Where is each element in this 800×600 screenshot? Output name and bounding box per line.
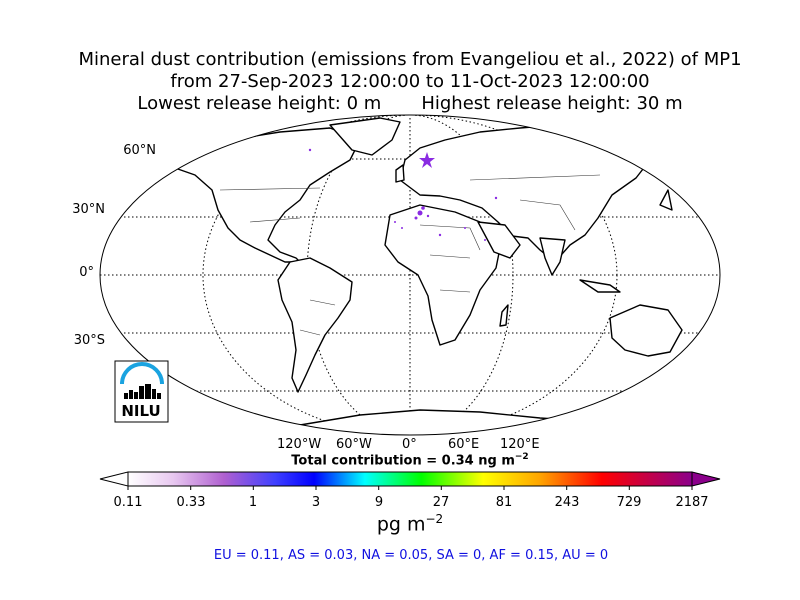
colorbar — [99, 471, 721, 490]
map-title-line-2: from 27-Sep-2023 12:00:00 to 11-Oct-2023… — [170, 71, 650, 92]
eurasia — [399, 123, 661, 263]
country-borders — [219, 174, 601, 336]
colorbar-unit: pg m−2 — [376, 512, 444, 536]
colorbar-tick: 243 — [554, 495, 580, 510]
particle-traces — [308, 148, 498, 241]
colorbar-tick: 9 — [374, 495, 384, 510]
africa — [384, 204, 501, 346]
india — [539, 237, 566, 276]
total-contribution: Total contribution = 0.34 ng m−2 — [291, 452, 529, 469]
indonesia — [579, 279, 621, 293]
australia — [609, 304, 683, 357]
lat-label-0: 0° — [79, 265, 94, 280]
lon-label-120w: 120°W — [277, 437, 322, 452]
lat-label-30n: 30°N — [72, 202, 105, 217]
great-britain — [395, 164, 405, 183]
colorbar-tick: 81 — [495, 495, 513, 510]
map-title-line-1: Mineral dust contribution (emissions fro… — [78, 49, 742, 70]
release-location-star — [419, 152, 435, 168]
regional-contributions: EU = 0.11, AS = 0.03, NA = 0.05, SA = 0,… — [213, 548, 609, 563]
colorbar-tick: 729 — [616, 495, 642, 510]
nilu-logo: NILU — [114, 360, 169, 423]
lon-label-120e: 120°E — [500, 437, 540, 452]
lon-label-60w: 60°W — [336, 437, 372, 452]
colorbar-tick: 1 — [248, 495, 258, 510]
globe-outline — [99, 114, 721, 436]
colorbar-tick: 3 — [311, 495, 321, 510]
madagascar — [499, 304, 509, 327]
new-zealand — [689, 351, 698, 373]
lat-label-60n: 60°N — [123, 143, 156, 158]
lon-label-0: 0° — [402, 437, 417, 452]
meridians — [202, 115, 618, 435]
lat-label-30s: 30°S — [73, 333, 105, 348]
logo-text: NILU — [121, 402, 160, 420]
colorbar-tick: 2187 — [675, 495, 709, 510]
colorbar-tick: 0.33 — [176, 495, 206, 510]
greenland — [329, 117, 401, 156]
map-title-line-3: Lowest release height: 0 m Highest relea… — [137, 93, 683, 114]
colorbar-tick: 0.11 — [113, 495, 143, 510]
colorbar-tick: 27 — [432, 495, 450, 510]
japan — [659, 189, 673, 211]
lon-label-60e: 60°E — [448, 437, 480, 452]
arabian-peninsula — [477, 221, 521, 259]
south-america — [277, 257, 353, 393]
